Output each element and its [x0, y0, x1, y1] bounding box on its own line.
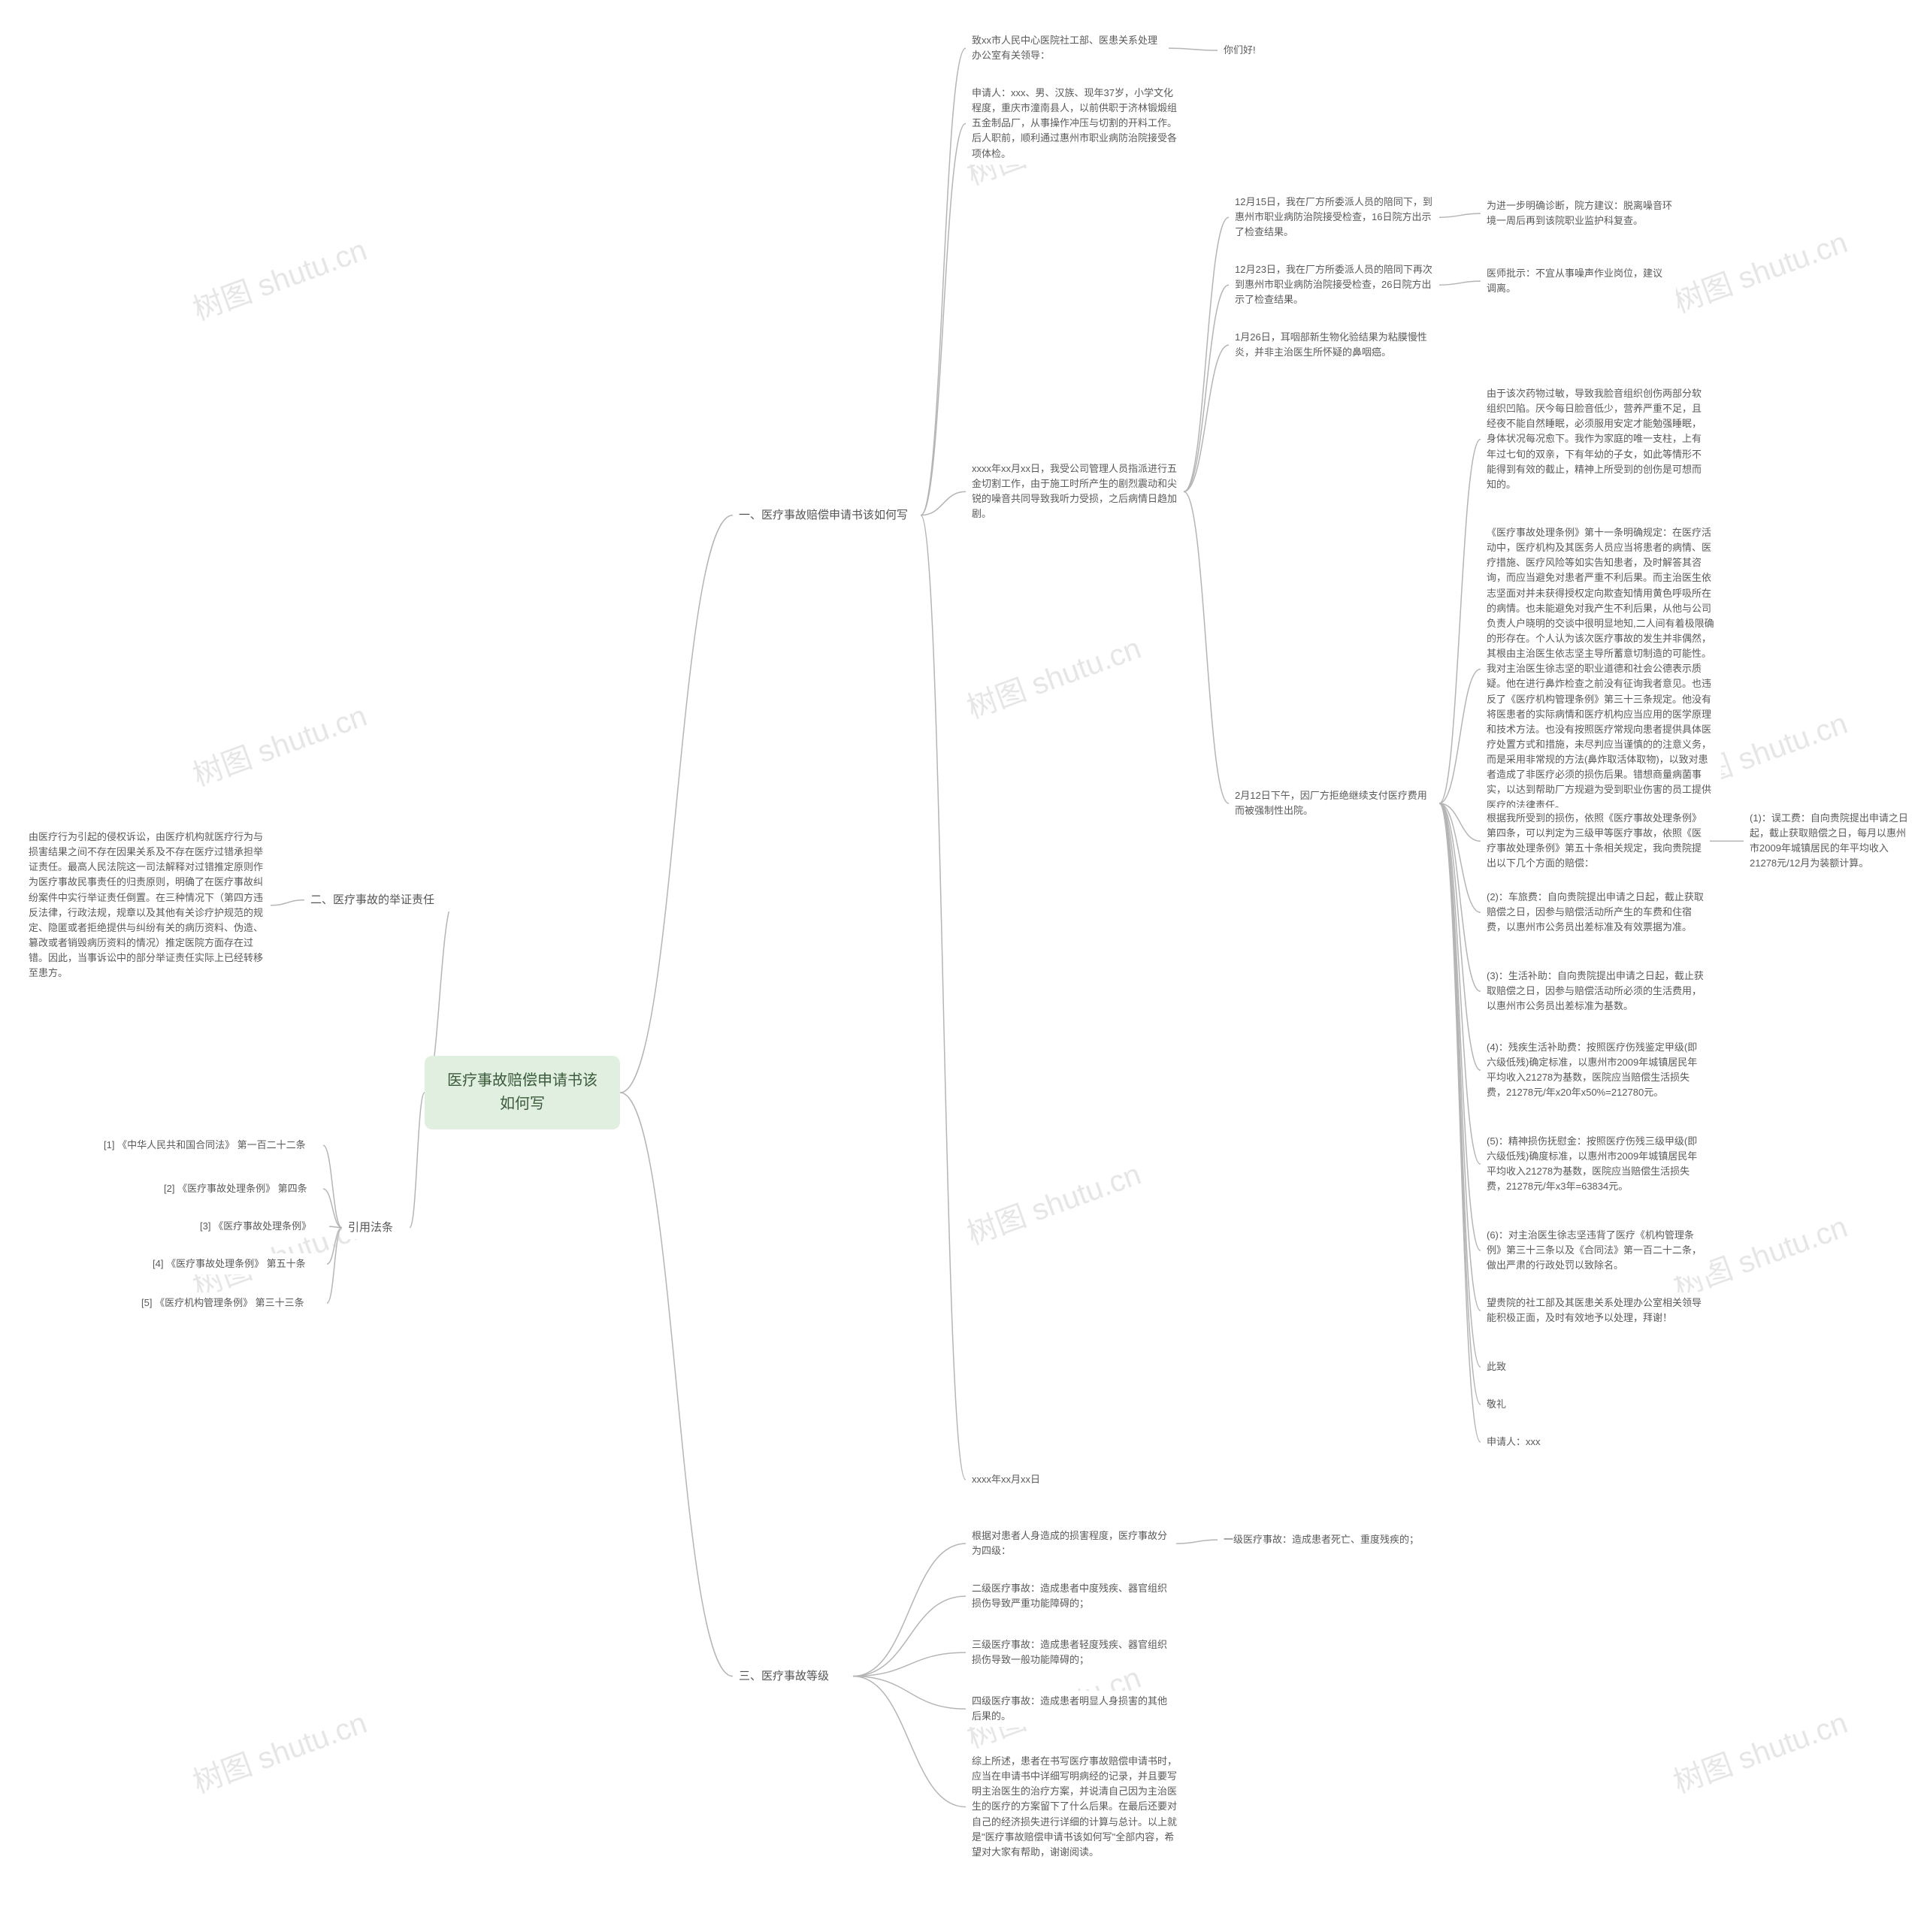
edge [853, 1543, 966, 1676]
leaf-node[interactable]: 由于该次药物过敏，导致我脸音组织创伤两部分软组织凹陷。厌今每日脸音低少，营养严重… [1481, 383, 1710, 495]
leaf-node[interactable]: [3] 《医疗事故处理条例》 [194, 1216, 329, 1237]
leaf-node[interactable]: 四级医疗事故：造成患者明显人身损害的其他后果的。 [966, 1691, 1176, 1727]
edge [921, 48, 966, 515]
edge [1184, 345, 1229, 491]
edge [1184, 491, 1229, 803]
leaf-node[interactable]: 申请人：xxx、男、汉族、现年37岁，小学文化程度，重庆市潼南县人，以前供职于济… [966, 83, 1184, 165]
leaf-node[interactable]: [5] 《医疗机构管理条例》 第三十三条 [135, 1293, 327, 1314]
leaf-node[interactable]: 三级医疗事故：造成患者轻度残疾、器官组织损伤导致一般功能障碍的； [966, 1634, 1176, 1670]
leaf-node[interactable]: 你们好! [1218, 40, 1278, 61]
leaf-node[interactable]: 《医疗事故处理条例》第十一条明确规定：在医疗活动中，医疗机构及其医务人员应当将患… [1481, 522, 1721, 816]
leaf-node[interactable]: (1)：误工费：自向贵院提出申请之日起，截止获取赔偿之日，每月以惠州市2009年… [1744, 808, 1916, 875]
leaf-node[interactable]: 望贵院的社工部及其医患关系处理办公室相关领导能积极正面，及时有效地予以处理，拜谢… [1481, 1293, 1710, 1329]
leaf-node[interactable]: 2月12日下午，因厂方拒绝继续支付医疗费用而被强制性出院。 [1229, 785, 1439, 821]
leaf-node[interactable]: 根据我所受到的损伤，依照《医疗事故处理条例》第四条，可以判定为三级甲等医疗事故，… [1481, 808, 1710, 875]
edge [921, 123, 966, 515]
edge [620, 516, 733, 1093]
leaf-node[interactable]: (3)：生活补助：自向贵院提出申请之日起，截止获取赔偿之日，因参与赔偿活动所必须… [1481, 966, 1710, 1017]
edge [327, 1228, 342, 1264]
leaf-node[interactable]: 敬礼 [1481, 1394, 1526, 1415]
edge [1439, 439, 1481, 803]
edge [1184, 217, 1229, 491]
section-node[interactable]: 二、医疗事故的举证责任 [304, 888, 455, 912]
leaf-node[interactable]: [1] 《中华人民共和国合同法》 第一百二十二条 [98, 1135, 323, 1156]
leaf-node[interactable]: 为进一步明确诊断，院方建议：脱离噪音环境一周后再到该院职业监护科复查。 [1481, 195, 1684, 231]
root-node[interactable]: 医疗事故赔偿申请书该如何写 [425, 1056, 620, 1129]
edge [1439, 281, 1481, 285]
leaf-node[interactable]: 1月26日，耳咽部新生物化验结果为粘膜慢性炎，并非主治医生所怀疑的鼻咽癌。 [1229, 327, 1439, 363]
edge [921, 516, 966, 1480]
leaf-node[interactable]: xxxx年xx月xx日，我受公司管理人员指派进行五金切割工作，由于施工时所产生的… [966, 458, 1184, 525]
edge [620, 1093, 733, 1677]
leaf-node[interactable]: 根据对患者人身造成的损害程度，医疗事故分为四级： [966, 1525, 1176, 1562]
edge [853, 1652, 966, 1676]
leaf-node[interactable]: (4)：残疾生活补助费：按照医疗伤残鉴定甲级(即六级低残)确定标准，以惠州市20… [1481, 1037, 1710, 1104]
leaf-node[interactable]: 致xx市人民中心医院社工部、医患关系处理办公室有关领导： [966, 30, 1169, 66]
leaf-node[interactable]: [4] 《医疗事故处理条例》 第五十条 [147, 1253, 327, 1274]
leaf-node[interactable]: 此致 [1481, 1356, 1526, 1377]
edge [1184, 285, 1229, 491]
section-node[interactable]: 一、医疗事故赔偿申请书该如何写 [733, 503, 921, 527]
leaf-node[interactable]: [2] 《医疗事故处理条例》 第四条 [158, 1178, 323, 1199]
leaf-node[interactable]: 申请人：xxx [1481, 1432, 1563, 1453]
edge [1176, 1540, 1218, 1543]
leaf-node[interactable]: 12月23日，我在厂方所委派人员的陪同下再次到惠州市职业病防治院接受检查，26日… [1229, 259, 1439, 310]
section-node[interactable]: 三、医疗事故等级 [733, 1664, 853, 1688]
edge [410, 1093, 425, 1228]
edge [1439, 213, 1481, 217]
edge [327, 1228, 342, 1303]
leaf-node[interactable]: xxxx年xx月xx日 [966, 1469, 1071, 1490]
leaf-node[interactable]: 综上所述，患者在书写医疗事故赔偿申请书时，应当在申请书中详细写明病经的记录，并且… [966, 1751, 1184, 1863]
edge [921, 491, 966, 515]
edge [1439, 803, 1481, 991]
leaf-node[interactable]: (6)：对主治医生徐志坚违背了医疗《机构管理条例》第三十三条以及《合同法》第一百… [1481, 1225, 1710, 1276]
section-node[interactable]: 引用法条 [342, 1216, 410, 1239]
leaf-node[interactable]: 12月15日，我在厂方所委派人员的陪同下，到惠州市职业病防治院接受检查，16日院… [1229, 192, 1439, 243]
edge [853, 1677, 966, 1807]
edge [1439, 803, 1481, 1250]
leaf-node[interactable]: (2)：车旅费：自向贵院提出申请之日起，截止获取赔偿之日，因参与赔偿活动所产生的… [1481, 887, 1710, 938]
leaf-node[interactable]: (5)：精神损伤抚慰金：按照医疗伤残三级甲级(即六级低残)确度标准，以惠州市20… [1481, 1131, 1710, 1198]
edge [1439, 669, 1481, 803]
edge [271, 900, 304, 906]
edge [1169, 48, 1218, 50]
leaf-node[interactable]: 二级医疗事故：造成患者中度残疾、器官组织损伤导致严重功能障碍的； [966, 1578, 1176, 1614]
mindmap-canvas: 树图 shutu.cn树图 shutu.cn树图 shutu.cn树图 shut… [0, 0, 1924, 1932]
edge [1439, 803, 1481, 1367]
leaf-node[interactable]: 一级医疗事故：造成患者死亡、重度残疾的； [1218, 1529, 1428, 1550]
leaf-node[interactable]: 由医疗行为引起的侵权诉讼，由医疗机构就医疗行为与损害结果之间不存在因果关系及不存… [23, 827, 271, 984]
leaf-node[interactable]: 医师批示：不宜从事噪声作业岗位，建议调离。 [1481, 263, 1676, 299]
